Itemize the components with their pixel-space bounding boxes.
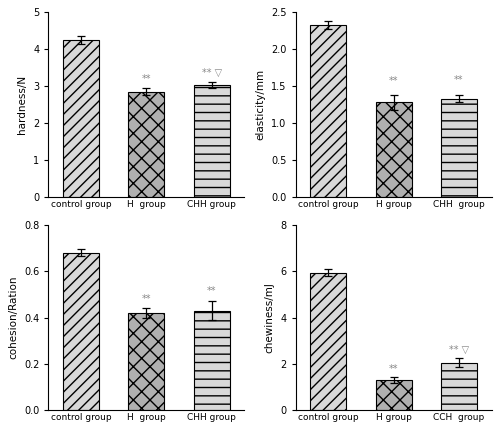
Bar — [376, 102, 412, 197]
Y-axis label: hardness/N: hardness/N — [18, 75, 28, 134]
Y-axis label: chewiness/mJ: chewiness/mJ — [264, 282, 274, 353]
Text: ** ▽: ** ▽ — [202, 68, 222, 78]
Bar — [128, 313, 164, 410]
Y-axis label: elasticity/mm: elasticity/mm — [256, 69, 266, 140]
Bar — [310, 273, 346, 410]
Text: **: ** — [142, 74, 151, 84]
Text: **: ** — [389, 76, 398, 86]
Bar — [194, 85, 230, 197]
Text: **: ** — [454, 75, 464, 85]
Bar — [194, 310, 230, 410]
Text: **: ** — [142, 294, 151, 304]
Bar — [63, 253, 99, 410]
Text: **: ** — [389, 364, 398, 374]
Text: **: ** — [207, 286, 216, 296]
Bar — [128, 92, 164, 197]
Bar — [63, 40, 99, 197]
Bar — [441, 362, 477, 410]
Y-axis label: cohesion/Ration: cohesion/Ration — [8, 276, 18, 359]
Bar — [441, 99, 477, 197]
Bar — [310, 25, 346, 197]
Text: ** ▽: ** ▽ — [449, 344, 469, 354]
Bar — [376, 380, 412, 410]
